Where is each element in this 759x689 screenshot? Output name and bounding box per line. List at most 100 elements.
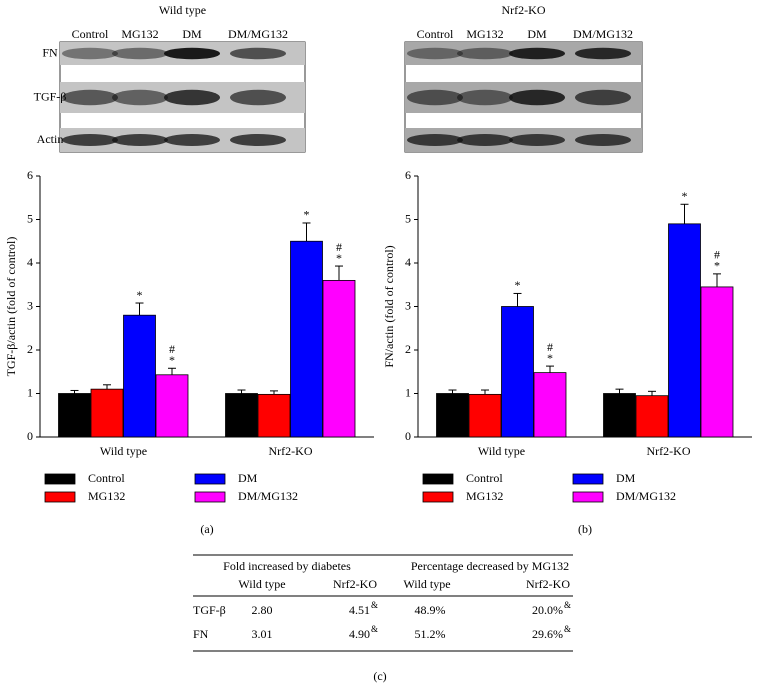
table-group-header: Fold increased by diabetes	[223, 559, 351, 573]
x-tick-label: Wild type	[100, 444, 147, 458]
significance-mark: #	[336, 240, 342, 254]
significance-mark: *	[336, 251, 342, 265]
panel-label: (c)	[373, 669, 386, 683]
blot-band	[112, 134, 168, 146]
table-superscript: &	[564, 600, 571, 610]
significance-mark: #	[547, 340, 553, 354]
table-superscript: &	[371, 600, 378, 610]
blot-band	[575, 134, 631, 146]
significance-mark: #	[714, 248, 720, 262]
blot-band	[62, 134, 118, 146]
bar	[322, 279, 356, 438]
table-cell: 20.0%	[532, 603, 563, 617]
blot-band	[230, 47, 286, 60]
panel-label: (a)	[200, 522, 213, 536]
significance-mark: *	[547, 351, 553, 365]
table-cell: 4.51	[349, 603, 370, 617]
blot-row-label: TGF-β	[34, 89, 67, 103]
y-tick-label: 6	[405, 168, 411, 182]
y-axis-label: FN/actin (fold of control)	[382, 245, 396, 367]
y-tick-label: 0	[27, 429, 33, 443]
legend-label: DM	[616, 471, 636, 485]
significance-mark: *	[137, 288, 143, 302]
blot-row-label: Actin	[37, 132, 64, 146]
legend-swatch	[422, 491, 454, 503]
y-axis-label: TGF-β/actin (fold of control)	[4, 237, 18, 377]
y-tick-label: 5	[27, 211, 33, 225]
significance-mark: *	[682, 189, 688, 203]
significance-mark: *	[304, 208, 310, 222]
lane-label: MG132	[121, 27, 158, 41]
x-tick-label: Nrf2-KO	[269, 444, 313, 458]
blot-band	[407, 47, 463, 60]
lane-label: MG132	[466, 27, 503, 41]
legend-label: Control	[466, 471, 503, 485]
table-superscript: &	[564, 624, 571, 634]
bar	[436, 393, 469, 438]
lane-label: DM	[527, 27, 547, 41]
bar	[468, 393, 502, 438]
legend-swatch	[44, 473, 76, 485]
blot-band	[575, 47, 631, 60]
blot-band	[509, 89, 565, 106]
y-tick-label: 2	[27, 342, 33, 356]
blot-band	[164, 134, 220, 146]
blot-band	[230, 134, 286, 146]
legend-label: DM	[238, 471, 258, 485]
legend-swatch	[194, 473, 226, 485]
bar	[257, 393, 291, 438]
blot-band	[112, 89, 168, 106]
legend-label: Control	[88, 471, 125, 485]
legend-label: DM/MG132	[616, 489, 676, 503]
blot-band	[457, 47, 513, 60]
blot-band	[407, 134, 463, 146]
y-tick-label: 1	[405, 385, 411, 399]
bar	[700, 286, 734, 438]
bar	[225, 393, 258, 438]
table-column-header: Nrf2-KO	[526, 577, 570, 591]
bar	[501, 306, 534, 438]
significance-mark: #	[169, 342, 175, 356]
blot-band	[62, 47, 118, 60]
table-cell: 48.9%	[415, 603, 446, 617]
panel-label: (b)	[578, 522, 592, 536]
bar	[603, 393, 636, 438]
y-tick-label: 4	[27, 255, 33, 269]
bar	[90, 388, 124, 438]
table-cell: 29.6%	[532, 627, 563, 641]
bar	[58, 393, 91, 438]
legend-swatch	[44, 491, 76, 503]
legend-swatch	[422, 473, 454, 485]
significance-mark: *	[714, 259, 720, 273]
bar	[155, 374, 189, 438]
x-tick-label: Nrf2-KO	[647, 444, 691, 458]
blot-band	[407, 89, 463, 106]
y-tick-label: 4	[405, 255, 411, 269]
blot-band	[164, 89, 220, 106]
table-row-label: FN	[193, 627, 209, 641]
y-tick-label: 3	[405, 298, 411, 312]
table-cell: 51.2%	[415, 627, 446, 641]
y-tick-label: 2	[405, 342, 411, 356]
blot-band	[509, 47, 565, 60]
table-cell: 2.80	[252, 603, 273, 617]
significance-mark: *	[515, 278, 521, 292]
blot-group-title: Nrf2-KO	[502, 3, 546, 17]
blot-band	[62, 89, 118, 106]
y-tick-label: 1	[27, 385, 33, 399]
blot-band	[230, 89, 286, 106]
bar	[533, 372, 567, 438]
table-superscript: &	[371, 624, 378, 634]
legend-label: MG132	[88, 489, 125, 503]
legend-swatch	[194, 491, 226, 503]
significance-mark: *	[169, 353, 175, 367]
legend-swatch	[572, 473, 604, 485]
blot-row-label: FN	[42, 45, 58, 59]
legend-label: MG132	[466, 489, 503, 503]
bar	[635, 395, 669, 438]
lane-label: Control	[417, 27, 454, 41]
y-tick-label: 6	[27, 168, 33, 182]
bar	[290, 240, 323, 438]
bar	[668, 223, 701, 438]
